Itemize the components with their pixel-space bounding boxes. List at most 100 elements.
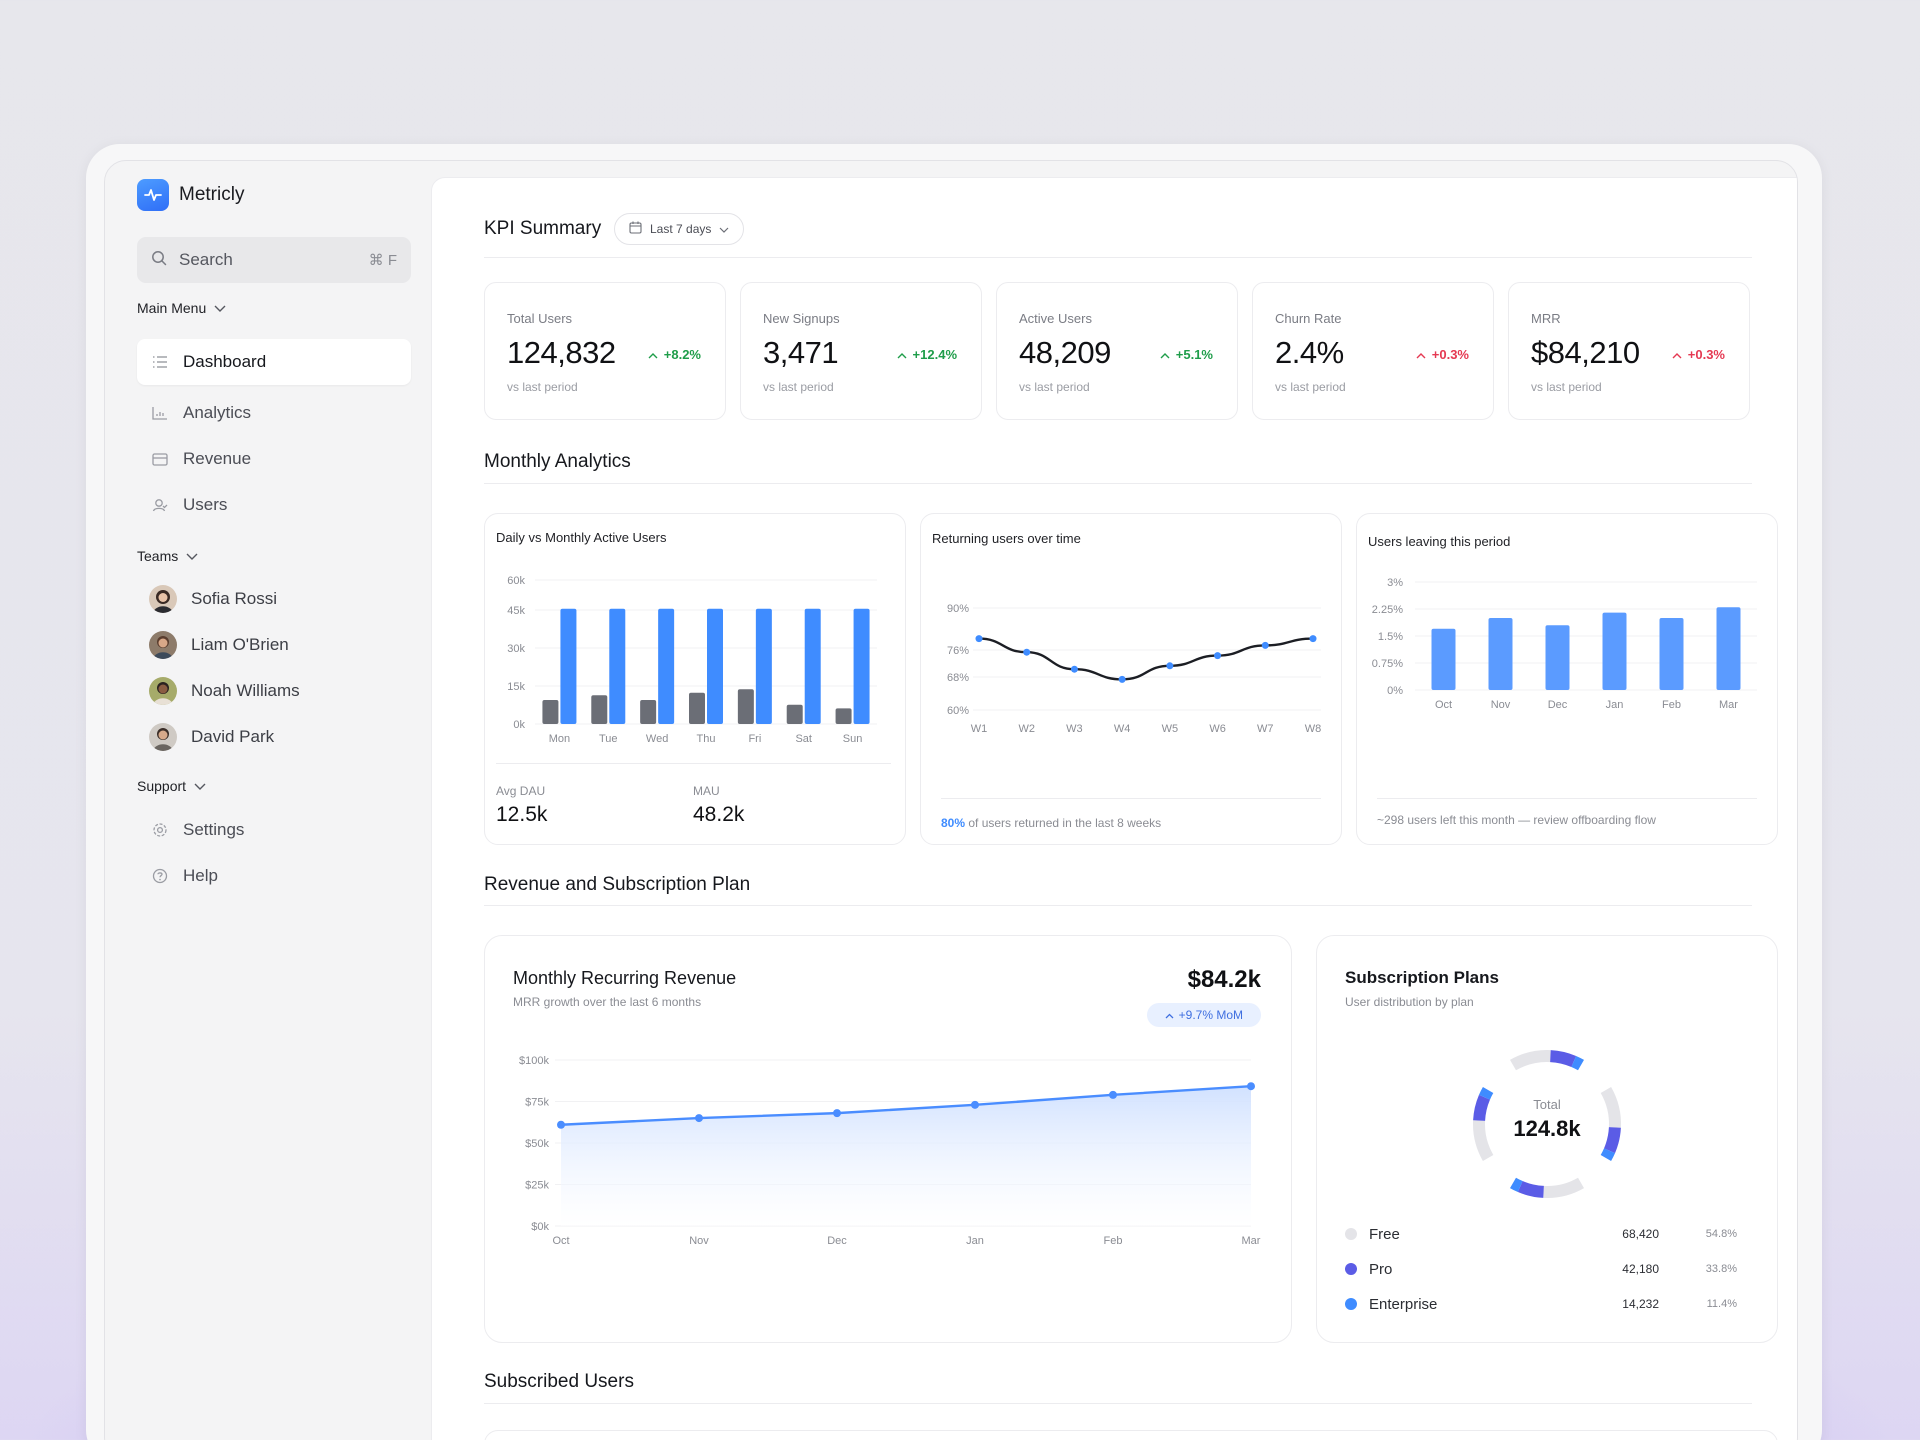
team-member-sofia-rossi[interactable]: Sofia Rossi bbox=[149, 579, 277, 619]
kpi-label: Churn Rate bbox=[1275, 311, 1342, 326]
donut-segment-pro bbox=[1604, 1127, 1621, 1154]
support-toggle[interactable]: Support bbox=[137, 778, 206, 794]
dau-bar bbox=[542, 700, 559, 724]
plan-name: Free bbox=[1369, 1225, 1400, 1243]
y-tick-label: 0k bbox=[513, 719, 525, 731]
kpi-card-mrr[interactable]: MRR $84,210 +0.3% vs last period bbox=[1508, 282, 1750, 420]
x-tick-label: Jan bbox=[966, 1235, 984, 1247]
y-tick-label: 45k bbox=[507, 605, 525, 617]
dau-bar bbox=[689, 692, 705, 724]
x-tick-label: W8 bbox=[1305, 723, 1322, 735]
y-tick-label: 3% bbox=[1387, 577, 1403, 589]
donut-segment-free bbox=[1473, 1120, 1494, 1161]
legend-dot bbox=[1345, 1263, 1357, 1275]
kpi-card-new-signups[interactable]: New Signups 3,471 +12.4% vs last period bbox=[740, 282, 982, 420]
plan-row-free[interactable]: Free 68,420 54.8% bbox=[1345, 1220, 1757, 1248]
mau-bar bbox=[853, 608, 870, 724]
mrr-growth-badge: +9.7% MoM bbox=[1146, 1003, 1261, 1027]
returning-footer-text: of users returned in the last 8 weeks bbox=[965, 816, 1162, 830]
mau-bar bbox=[804, 608, 821, 724]
chart-title: Returning users over time bbox=[932, 531, 1081, 546]
app-logo[interactable]: Metricly bbox=[137, 179, 244, 211]
mrr-point bbox=[1109, 1090, 1117, 1099]
sidebar-item-label: Analytics bbox=[183, 403, 252, 422]
returning-point bbox=[1166, 662, 1174, 670]
divider bbox=[1377, 798, 1757, 799]
date-range-select[interactable]: Last 7 days bbox=[614, 213, 745, 245]
kpi-card-churn-rate[interactable]: Churn Rate 2.4% +0.3% vs last period bbox=[1252, 282, 1494, 420]
plan-row-pro[interactable]: Pro 42,180 33.8% bbox=[1345, 1255, 1757, 1283]
x-tick-label: Dec bbox=[1548, 699, 1568, 711]
x-tick-label: Tue bbox=[599, 733, 618, 745]
legend-dot bbox=[1345, 1298, 1357, 1310]
donut-segment-enterprise bbox=[1600, 1148, 1616, 1161]
sidebar-item-label: Settings bbox=[183, 820, 245, 839]
donut-segment-pro bbox=[1517, 1181, 1544, 1198]
returning-point bbox=[1023, 648, 1031, 656]
mrr-area bbox=[561, 1086, 1251, 1226]
sidebar-item-label: Revenue bbox=[183, 449, 252, 468]
kpi-change: +5.1% bbox=[1160, 347, 1213, 362]
kpi-change: +0.3% bbox=[1416, 347, 1469, 362]
users-leaving-card: Users leaving this period 3% 2.25% 1.5% 0.7… bbox=[1356, 513, 1778, 845]
chart-title: Daily vs Monthly Active Users bbox=[496, 530, 667, 545]
leaving-bar bbox=[1431, 628, 1456, 690]
mrr-value: $84.2k bbox=[1187, 966, 1261, 993]
main-content: KPI Summary Last 7 days Total Users 124,… bbox=[431, 177, 1797, 1440]
revenue-section-title: Revenue and Subscription Plan bbox=[484, 874, 751, 895]
leaving-bar bbox=[1545, 625, 1570, 690]
x-tick-label: W6 bbox=[1209, 723, 1226, 735]
kpi-value: 2.4% bbox=[1275, 335, 1344, 370]
subscription-donut-chart bbox=[1473, 1050, 1621, 1198]
mrr-point bbox=[833, 1109, 841, 1118]
y-tick-label: 2.25% bbox=[1372, 604, 1403, 616]
sidebar-item-dashboard[interactable]: Dashboard bbox=[137, 339, 411, 385]
returning-footer: 80% of users returned in the last 8 week… bbox=[941, 816, 1161, 830]
dau-bar bbox=[640, 700, 657, 724]
mrr-subtitle: MRR growth over the last 6 months bbox=[513, 995, 702, 1009]
x-tick-label: Jan bbox=[1606, 699, 1624, 711]
y-tick-label: 30k bbox=[507, 643, 525, 655]
teams-toggle[interactable]: Teams bbox=[137, 548, 198, 564]
kpi-label: Total Users bbox=[507, 311, 573, 326]
y-tick-label: 76% bbox=[947, 645, 969, 657]
sidebar-item-help[interactable]: Help bbox=[137, 853, 411, 899]
sidebar-item-revenue[interactable]: Revenue bbox=[137, 436, 411, 482]
divider bbox=[484, 905, 1752, 906]
mau-bar bbox=[560, 608, 577, 724]
kpi-card-total-users[interactable]: Total Users 124,832 +8.2% vs last period bbox=[484, 282, 726, 420]
plan-name: Pro bbox=[1369, 1260, 1393, 1278]
main-menu-toggle[interactable]: Main Menu bbox=[137, 300, 226, 316]
donut-segment-pro bbox=[1550, 1050, 1577, 1067]
mrr-title: Monthly Recurring Revenue bbox=[513, 968, 737, 988]
kpi-card-active-users[interactable]: Active Users 48,209 +5.1% vs last period bbox=[996, 282, 1238, 420]
team-member-liam-obrien[interactable]: Liam O'Brien bbox=[149, 625, 289, 665]
avg-dau-label: Avg DAU bbox=[496, 784, 546, 798]
team-member-name: Liam O'Brien bbox=[191, 635, 289, 654]
donut-segment-free bbox=[1510, 1050, 1551, 1071]
team-member-david-park[interactable]: David Park bbox=[149, 717, 274, 757]
dau-bar bbox=[737, 689, 754, 724]
search-input[interactable]: Search ⌘ F bbox=[137, 237, 411, 283]
team-member-noah-williams[interactable]: Noah Williams bbox=[149, 671, 300, 711]
x-tick-label: W1 bbox=[971, 723, 988, 735]
kpi-change: +0.3% bbox=[1672, 347, 1725, 362]
x-tick-label: Mon bbox=[549, 733, 570, 745]
returning-point bbox=[1261, 641, 1269, 649]
kpi-value: 48,209 bbox=[1019, 335, 1111, 370]
sidebar-item-users[interactable]: Users bbox=[137, 482, 411, 528]
sidebar-item-analytics[interactable]: Analytics bbox=[137, 390, 411, 436]
sidebar-item-settings[interactable]: Settings bbox=[137, 807, 411, 853]
kpi-change-value: +12.4% bbox=[912, 347, 957, 362]
returning-line bbox=[978, 637, 1314, 681]
avatar bbox=[149, 677, 177, 705]
y-tick-label: 60% bbox=[947, 705, 969, 717]
x-tick-label: W4 bbox=[1114, 723, 1131, 735]
returning-point bbox=[1118, 675, 1126, 683]
users-leaving-bar-chart: 3% 2.25% 1.5% 0.75% 0% Oct Nov Dec Jan Feb Mar bbox=[1372, 577, 1757, 711]
plan-row-enterprise[interactable]: Enterprise 14,232 11.4% bbox=[1345, 1290, 1757, 1318]
mrr-growth-value: +9.7% MoM bbox=[1178, 1008, 1243, 1022]
kpi-sub: vs last period bbox=[1275, 380, 1346, 394]
monthly-analytics-title: Monthly Analytics bbox=[484, 451, 631, 472]
users-leaving-footer: ~298 users left this month — review offb… bbox=[1377, 813, 1656, 827]
